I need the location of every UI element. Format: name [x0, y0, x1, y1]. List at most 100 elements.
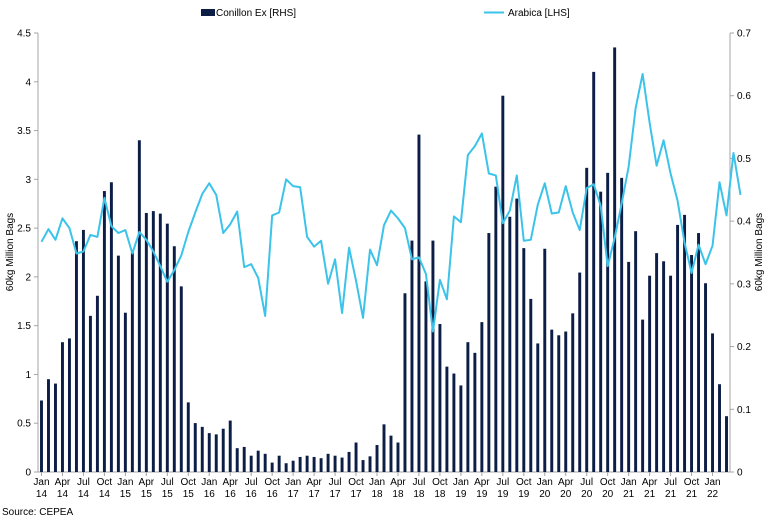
conillon-bar	[249, 455, 253, 472]
y-left-tick-label: 4	[25, 77, 31, 88]
x-tick-year: 18	[392, 489, 404, 500]
x-tick-month: Jul	[77, 477, 90, 488]
conillon-bar	[151, 211, 155, 472]
y-right-tick-label: 0.7	[737, 29, 751, 40]
x-tick-year: 18	[434, 489, 446, 500]
y-left-tick-label: 3.5	[17, 126, 31, 137]
x-tick-year: 20	[560, 489, 572, 500]
conillon-bar	[452, 373, 456, 472]
y-right-tick-label: 0.2	[737, 342, 751, 353]
x-tick-year: 20	[581, 489, 593, 500]
conillon-bar	[158, 213, 162, 473]
x-tick-year: 19	[518, 489, 530, 500]
conillon-bar	[571, 313, 575, 472]
conillon-bar	[298, 456, 302, 472]
conillon-bar	[599, 191, 603, 472]
x-tick-year: 19	[455, 489, 467, 500]
conillon-bar	[438, 323, 442, 472]
conillon-bar	[592, 71, 596, 472]
legend-swatch-bars	[201, 9, 215, 16]
x-tick-year: 16	[225, 489, 237, 500]
x-tick-month: Jul	[245, 477, 258, 488]
conillon-bar	[718, 384, 721, 472]
conillon-bar	[515, 198, 519, 472]
x-tick-month: Oct	[348, 477, 364, 488]
tick-labels: 0 0.5 1 1.5 2 2.5 3 3.5 4 4.5 0 0.1 0.2 0.3 0.4 0.5 0.6 0…	[17, 29, 751, 501]
conillon-bar	[417, 134, 421, 472]
y-left-tick-label: 0.5	[17, 419, 31, 430]
conillon-bar	[550, 329, 554, 472]
y-right-tick-label: 0	[737, 468, 743, 479]
conillon-bar	[536, 343, 540, 472]
conillon-bar	[284, 463, 288, 472]
conillon-bar	[459, 385, 463, 472]
x-tick-year: 15	[183, 489, 195, 500]
conillon-bar	[711, 333, 714, 472]
conillon-bar	[725, 416, 728, 472]
conillon-bar	[235, 448, 239, 472]
source-note: Source: CEPEA	[2, 507, 73, 518]
x-tick-year: 17	[288, 489, 300, 500]
conillon-bar	[144, 212, 148, 473]
x-tick-month: Apr	[390, 477, 406, 488]
x-tick-month: Oct	[516, 477, 532, 488]
x-tick-month: Apr	[139, 477, 155, 488]
conillon-bar	[340, 457, 344, 472]
conillon-bar	[690, 255, 694, 472]
conillon-bar	[361, 460, 365, 472]
x-tick-year: 21	[686, 489, 698, 500]
x-tick-year: 17	[309, 489, 321, 500]
conillon-bar	[382, 424, 386, 472]
conillon-bar	[326, 453, 330, 472]
conillon-bar	[543, 248, 547, 472]
x-tick-year: 21	[665, 489, 677, 500]
conillon-bar	[676, 224, 680, 472]
conillon-bar	[270, 462, 274, 472]
conillon-bar	[137, 140, 141, 472]
y-axis-left-title: 60kg Million Bags	[5, 213, 16, 291]
x-tick-year: 16	[267, 489, 279, 500]
y-right-tick-label: 0.4	[737, 217, 751, 228]
x-tick-month: Jul	[329, 477, 342, 488]
conillon-bar	[347, 451, 351, 472]
conillon-bar	[263, 453, 267, 472]
conillon-bar	[662, 261, 666, 472]
x-tick-month: Apr	[642, 477, 658, 488]
conillon-bar	[466, 342, 470, 472]
conillon-bar	[564, 331, 568, 472]
y-left-tick-label: 4.5	[17, 29, 31, 40]
x-tick-month: Jul	[496, 477, 509, 488]
conillon-bar	[487, 233, 491, 472]
conillon-bar	[375, 445, 379, 472]
bar-series	[40, 47, 728, 473]
conillon-bar	[54, 383, 57, 472]
conillon-bar	[214, 434, 218, 472]
conillon-bar	[47, 379, 50, 472]
conillon-bar	[613, 47, 617, 472]
conillon-bar	[256, 450, 260, 472]
conillon-bar	[165, 223, 169, 472]
conillon-bar	[424, 281, 428, 472]
conillon-bar	[473, 352, 477, 472]
conillon-bar	[221, 428, 225, 472]
conillon-bar	[200, 426, 204, 472]
x-tick-year: 18	[371, 489, 383, 500]
arabica-line	[40, 72, 742, 333]
conillon-bar	[648, 275, 652, 472]
conillon-bar	[88, 315, 92, 472]
conillon-bar	[578, 272, 582, 472]
x-tick-year: 20	[539, 489, 551, 500]
x-tick-month: Jan	[117, 477, 133, 488]
conillon-bar	[410, 240, 414, 472]
conillon-bar	[606, 172, 610, 473]
conillon-bar	[40, 400, 43, 472]
x-tick-year: 20	[602, 489, 614, 500]
y-left-tick-label: 3	[25, 175, 31, 186]
conillon-bar	[494, 186, 498, 472]
conillon-bar	[319, 458, 323, 472]
conillon-bar	[291, 460, 295, 472]
conillon-bar	[669, 275, 673, 472]
conillon-bar	[480, 322, 484, 472]
y-left-tick-label: 1.5	[17, 321, 31, 332]
x-tick-month: Apr	[55, 477, 71, 488]
